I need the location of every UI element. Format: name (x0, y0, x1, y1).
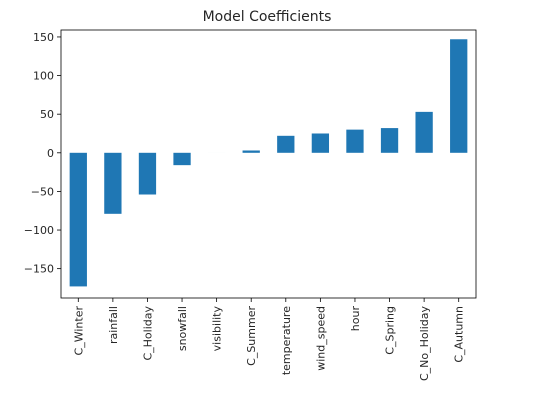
x-tick-label: hour (349, 306, 362, 332)
x-tick-label: rainfall (107, 306, 120, 344)
bars (69, 39, 468, 287)
x-tick-label: wind_speed (314, 306, 327, 371)
bar-c-summer (242, 150, 260, 153)
y-tick-label: −50 (31, 185, 54, 198)
x-tick-label: temperature (280, 306, 293, 375)
x-tick-label: C_No_Holiday (418, 306, 431, 381)
x-tick-label: C_Winter (72, 306, 85, 356)
x-tick-label: C_Summer (245, 306, 258, 366)
y-tick-label: 50 (40, 108, 54, 121)
bar-wind-speed (311, 133, 330, 153)
bar-c-spring (380, 128, 399, 153)
x-axis: C_Winter rainfall C_Holiday snowfall visibil… (72, 298, 466, 381)
x-tick-label: C_Autumn (453, 306, 466, 363)
y-tick-label: −150 (24, 263, 54, 276)
bar-hour (346, 129, 364, 153)
x-tick-label: C_Spring (384, 306, 397, 355)
x-tick-label: visibility (211, 306, 224, 352)
bar-rainfall (104, 152, 122, 214)
y-axis: −150 −100 −50 0 50 100 150 (24, 31, 61, 276)
plot-frame (60, 29, 477, 299)
bar-c-holiday (138, 152, 157, 195)
y-tick-label: −100 (24, 224, 54, 237)
chart-title: Model Coefficients (203, 9, 332, 25)
bar-temperature (277, 135, 295, 153)
x-tick-label: C_Holiday (141, 306, 154, 361)
bar-c-autumn (450, 39, 468, 153)
bar-c-no-holiday (415, 111, 433, 153)
x-tick-label: snowfall (176, 306, 189, 351)
y-tick-label: 100 (33, 70, 54, 83)
bar-c-winter (69, 152, 87, 287)
y-tick-label: 0 (47, 147, 54, 160)
y-tick-label: 150 (33, 31, 54, 44)
bar-snowfall (173, 152, 191, 166)
